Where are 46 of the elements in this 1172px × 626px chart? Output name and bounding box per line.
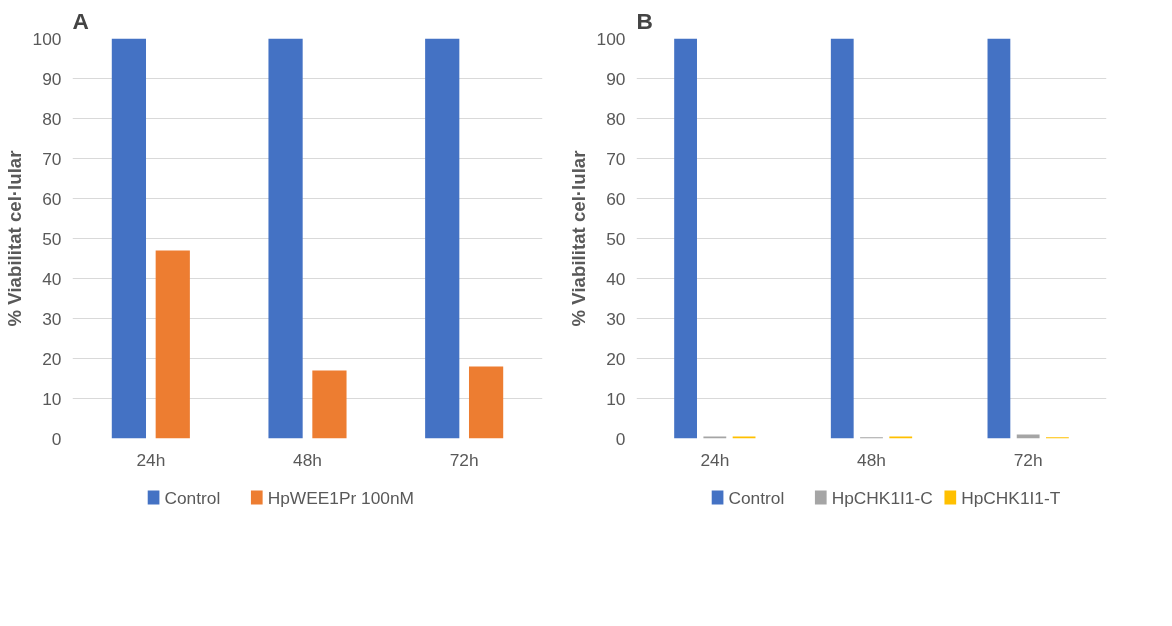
bar <box>425 38 460 439</box>
y-axis-title: % Viabilitat cel·lular <box>3 150 25 327</box>
y-tick-label: 100 <box>32 28 62 49</box>
y-tick-label: 10 <box>42 388 62 409</box>
y-tick-label: 0 <box>615 428 626 449</box>
y-tick-label: 70 <box>606 148 626 169</box>
legend-label: Control <box>728 487 785 508</box>
y-tick-label: 60 <box>42 188 62 209</box>
y-tick-label: 80 <box>606 108 626 129</box>
x-tick-label: 24h <box>700 449 730 470</box>
legend-label: HpCHK1I1-T <box>961 487 1061 508</box>
bar <box>987 38 1011 439</box>
y-tick-label: 60 <box>606 188 626 209</box>
y-tick-label: 50 <box>42 228 62 249</box>
y-tick-label: 30 <box>606 308 626 329</box>
y-tick-label: 0 <box>51 428 62 449</box>
bar <box>830 38 854 439</box>
y-tick-label: 50 <box>606 228 626 249</box>
y-tick-label: 30 <box>42 308 62 329</box>
y-tick-label: 100 <box>596 28 626 49</box>
x-tick-label: 48h <box>857 449 886 470</box>
y-tick-label: 90 <box>606 68 626 89</box>
y-tick-label: 90 <box>42 68 62 89</box>
y-tick-label: 70 <box>42 148 62 169</box>
y-tick-label: 40 <box>606 268 626 289</box>
chart-title: B <box>636 7 653 34</box>
bar <box>111 38 147 439</box>
x-tick-label: 48h <box>293 449 322 470</box>
legend-label: HpCHK1I1-C <box>831 487 933 508</box>
bar <box>155 250 190 439</box>
legend-label: Control <box>164 487 221 508</box>
y-tick-label: 10 <box>606 388 626 409</box>
legend-label: HpWEE1Pr 100nM <box>267 487 415 508</box>
x-tick-label: 72h <box>1013 449 1043 470</box>
y-axis-title: % Viabilitat cel·lular <box>567 150 589 327</box>
y-tick-label: 20 <box>606 348 626 369</box>
bar <box>312 370 347 439</box>
y-tick-label: 20 <box>42 348 62 369</box>
bar <box>674 38 697 439</box>
y-tick-label: 40 <box>42 268 62 289</box>
y-tick-label: 80 <box>42 108 62 129</box>
x-tick-label: 72h <box>449 449 479 470</box>
bar <box>468 366 504 439</box>
bar <box>268 38 303 439</box>
chart-title: A <box>72 7 89 34</box>
x-tick-label: 24h <box>136 449 166 470</box>
